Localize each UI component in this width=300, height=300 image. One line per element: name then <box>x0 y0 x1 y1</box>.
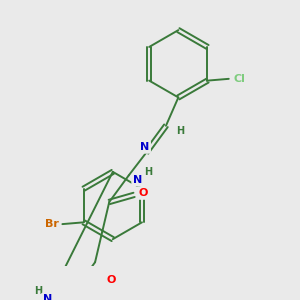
Text: N: N <box>133 175 142 185</box>
Text: Cl: Cl <box>233 74 245 84</box>
Text: N: N <box>43 294 52 300</box>
Text: O: O <box>138 188 148 198</box>
Text: N: N <box>140 142 149 152</box>
Text: Br: Br <box>45 219 59 229</box>
Text: H: H <box>34 286 43 296</box>
Text: H: H <box>176 126 184 136</box>
Text: H: H <box>144 167 152 177</box>
Text: O: O <box>106 275 116 285</box>
